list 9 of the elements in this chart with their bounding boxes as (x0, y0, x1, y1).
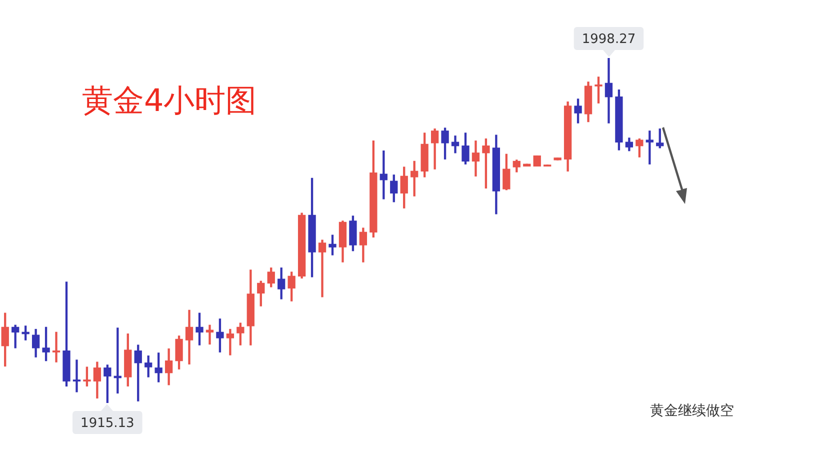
annotation: 黄金继续做空 (650, 402, 734, 420)
candlestick (52, 332, 60, 362)
annotation: 1998.27 (582, 32, 636, 47)
text: 黄金4小时图 (82, 82, 257, 121)
annotation: 1915.13 (80, 416, 134, 431)
candlestick (72, 360, 81, 392)
candlestick (226, 328, 234, 356)
candlestick (318, 240, 326, 298)
candlestick (604, 58, 613, 124)
